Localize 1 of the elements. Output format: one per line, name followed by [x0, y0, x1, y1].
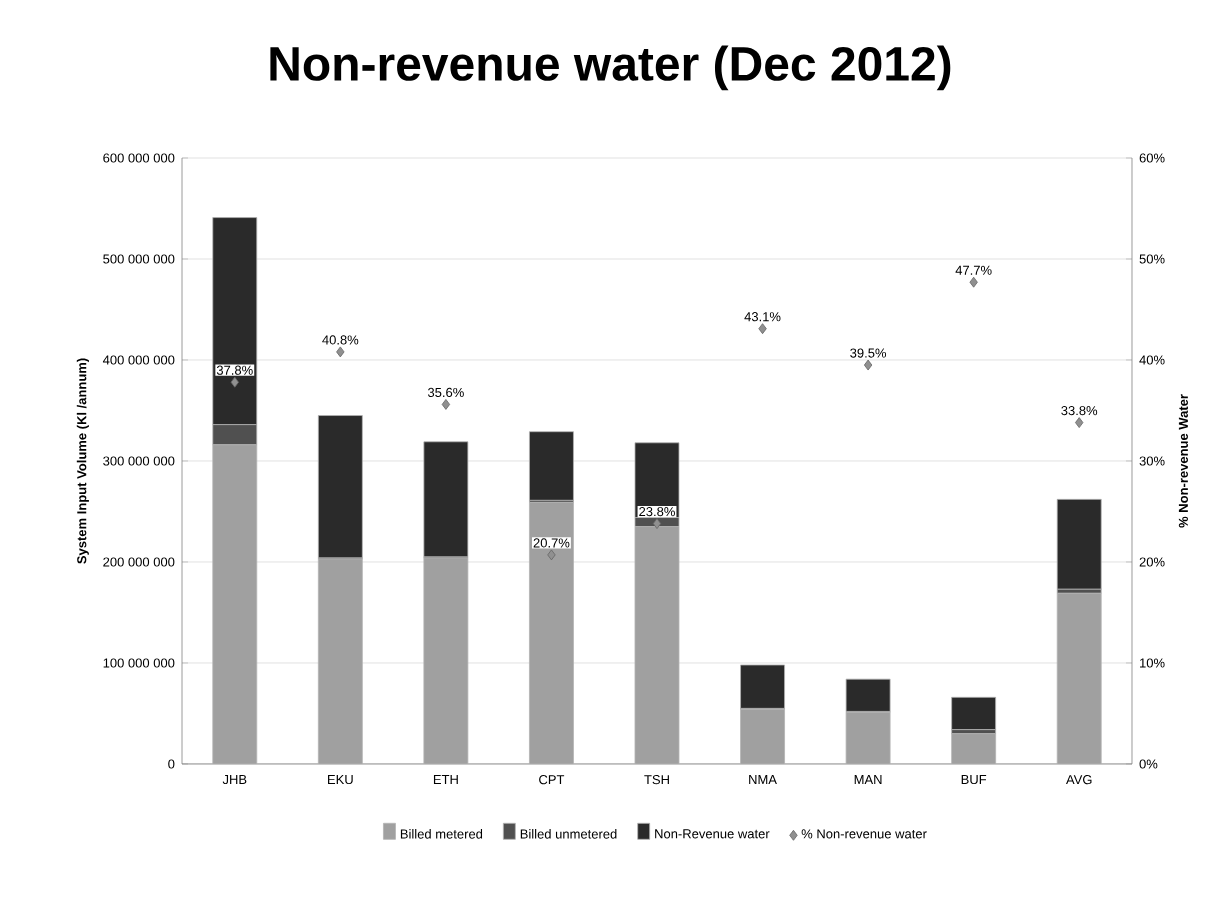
chart-title: Non-revenue water (Dec 2012) — [270, 45, 951, 91]
